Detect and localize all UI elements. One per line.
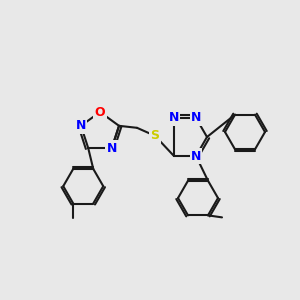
Text: N: N	[169, 111, 179, 124]
Text: N: N	[191, 111, 201, 124]
Text: N: N	[76, 119, 86, 132]
Text: O: O	[95, 106, 105, 118]
Text: S: S	[151, 129, 160, 142]
Text: N: N	[191, 150, 201, 163]
Text: N: N	[106, 142, 117, 155]
